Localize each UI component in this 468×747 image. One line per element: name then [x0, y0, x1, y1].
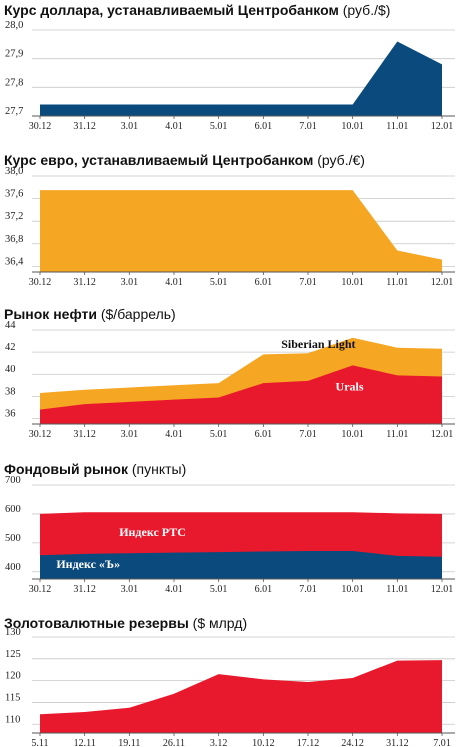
x-tick-label: 4.01: [165, 584, 183, 595]
y-tick-label: 40: [5, 364, 16, 375]
y-tick-label: 38: [5, 386, 16, 397]
x-tick-label: 30.12: [29, 429, 52, 440]
x-tick-label: 10.01: [341, 429, 364, 440]
x-tick-label: 6.01: [255, 121, 273, 132]
x-tick-label: 4.01: [165, 121, 183, 132]
x-tick-label: 26.11: [163, 738, 185, 747]
series-area: [40, 41, 442, 116]
usd-chart: 28,0 27,9 27,8 27,7 30.12 31.12 3.01 4.01 5.01 6.…: [5, 20, 455, 132]
x-tick-label: 3.12: [210, 738, 228, 747]
x-tick-label: 10.01: [341, 121, 364, 132]
x-tick-label: 11.01: [386, 121, 408, 132]
x-tick-label: 10.12: [252, 738, 275, 747]
x-tick-label: 31.12: [73, 429, 96, 440]
x-tick-label: 12.01: [431, 277, 454, 288]
y-tick-label: 120: [5, 671, 21, 682]
x-tick-label: 10.01: [341, 584, 364, 595]
eur-panel: Курс евро, устанавливаемый Центробанком …: [0, 148, 468, 290]
y-tick-label: 27,7: [5, 106, 23, 117]
y-tick-label: 36,4: [5, 256, 24, 267]
oil-title: Рынок нефти ($/баррель): [4, 306, 176, 322]
x-tick-label: 17.12: [297, 738, 320, 747]
y-tick-label: 37,6: [5, 189, 23, 200]
x-tick-label: 11.01: [386, 277, 408, 288]
x-tick-label: 30.12: [29, 277, 52, 288]
x-tick-label: 11.01: [386, 584, 408, 595]
y-tick-label: 28,0: [5, 20, 23, 31]
x-tick-label: 10.01: [341, 277, 364, 288]
series-label: Индекс «Ъ»: [56, 557, 120, 571]
series-label: Urals: [336, 379, 364, 393]
y-tick-label: 130: [5, 627, 21, 638]
x-tick-label: 3.01: [121, 584, 139, 595]
x-tick-label: 3.01: [121, 429, 139, 440]
series-area: [40, 550, 442, 579]
eur-title: Курс евро, устанавливаемый Центробанком …: [4, 152, 365, 168]
reserves-chart: 130 125 120 115 110 5.11 12.11 19.11 26.11 3.12 10…: [5, 627, 455, 747]
y-tick-label: 700: [5, 475, 21, 486]
series-label: Индекс РТС: [119, 525, 186, 539]
x-tick-label: 6.01: [255, 584, 273, 595]
reserves-panel: Золотовалютные резервы ($ млрд) 130 125 12…: [0, 609, 468, 747]
y-tick-label: 400: [5, 562, 21, 573]
series-area: [40, 190, 442, 272]
x-tick-label: 31.12: [73, 121, 96, 132]
y-tick-label: 44: [5, 320, 16, 331]
usd-title: Курс доллара, устанавливаемый Центробанк…: [4, 2, 391, 18]
series-area: [40, 365, 442, 424]
y-tick-label: 42: [5, 342, 16, 353]
oil-chart: 44 42 40 38 36 Siberian Light Urals 30.12 31.12 3…: [5, 320, 455, 440]
x-tick-label: 12.01: [431, 121, 454, 132]
x-tick-label: 6.01: [255, 429, 273, 440]
x-tick-label: 31.12: [386, 738, 409, 747]
eur-chart: 38,0 37,6 37,2 36,8 36,4 30.12 31.12 3.01 4.01 5.…: [5, 166, 455, 288]
x-tick-label: 30.12: [29, 121, 52, 132]
usd-panel: Курс доллара, устанавливаемый Центробанк…: [0, 0, 468, 140]
stock-title: Фондовый рынок (пункты): [4, 461, 187, 477]
stock-panel: Фондовый рынок (пункты) 700 600 500 400 Инде…: [0, 455, 468, 603]
x-tick-label: 19.11: [118, 738, 140, 747]
stock-chart: 700 600 500 400 Индекс РТС Индекс «Ъ» 30.12 31.…: [5, 475, 455, 595]
series-area: [40, 660, 442, 733]
x-tick-label: 30.12: [29, 584, 52, 595]
x-tick-label: 7.01: [299, 277, 317, 288]
x-tick-label: 7.01: [299, 429, 317, 440]
x-tick-label: 5.11: [31, 738, 48, 747]
y-tick-label: 110: [5, 714, 20, 725]
x-tick-label: 5.01: [210, 429, 228, 440]
x-tick-label: 11.01: [386, 429, 408, 440]
y-tick-label: 600: [5, 504, 21, 515]
x-tick-label: 5.01: [210, 277, 228, 288]
y-tick-label: 36: [5, 408, 16, 419]
y-tick-label: 37,2: [5, 211, 23, 222]
y-tick-label: 125: [5, 649, 21, 660]
x-tick-label: 12.01: [431, 429, 454, 440]
y-tick-label: 36,8: [5, 234, 23, 245]
y-tick-label: 38,0: [5, 166, 23, 177]
x-tick-label: 6.01: [255, 277, 273, 288]
y-tick-label: 115: [5, 692, 20, 703]
x-tick-label: 12.11: [74, 738, 96, 747]
series-label: Siberian Light: [281, 337, 355, 351]
oil-panel: Рынок нефти ($/баррель) 44 42 40 38 36 Siberi…: [0, 300, 468, 448]
x-tick-label: 4.01: [165, 277, 183, 288]
x-tick-label: 12.01: [431, 584, 454, 595]
reserves-title: Золотовалютные резервы ($ млрд): [4, 615, 248, 631]
x-tick-label: 5.01: [210, 584, 228, 595]
x-tick-label: 3.01: [121, 121, 139, 132]
x-tick-label: 7.01: [299, 584, 317, 595]
y-tick-label: 27,8: [5, 77, 23, 88]
x-tick-label: 7.01: [299, 121, 317, 132]
x-tick-label: 3.01: [121, 277, 139, 288]
y-tick-label: 500: [5, 533, 21, 544]
x-tick-label: 5.01: [210, 121, 228, 132]
x-tick-label: 7.01: [433, 738, 451, 747]
x-tick-label: 4.01: [165, 429, 183, 440]
x-tick-label: 31.12: [73, 584, 96, 595]
x-tick-label: 31.12: [73, 277, 96, 288]
y-tick-label: 27,9: [5, 49, 23, 60]
x-tick-label: 24.12: [341, 738, 364, 747]
